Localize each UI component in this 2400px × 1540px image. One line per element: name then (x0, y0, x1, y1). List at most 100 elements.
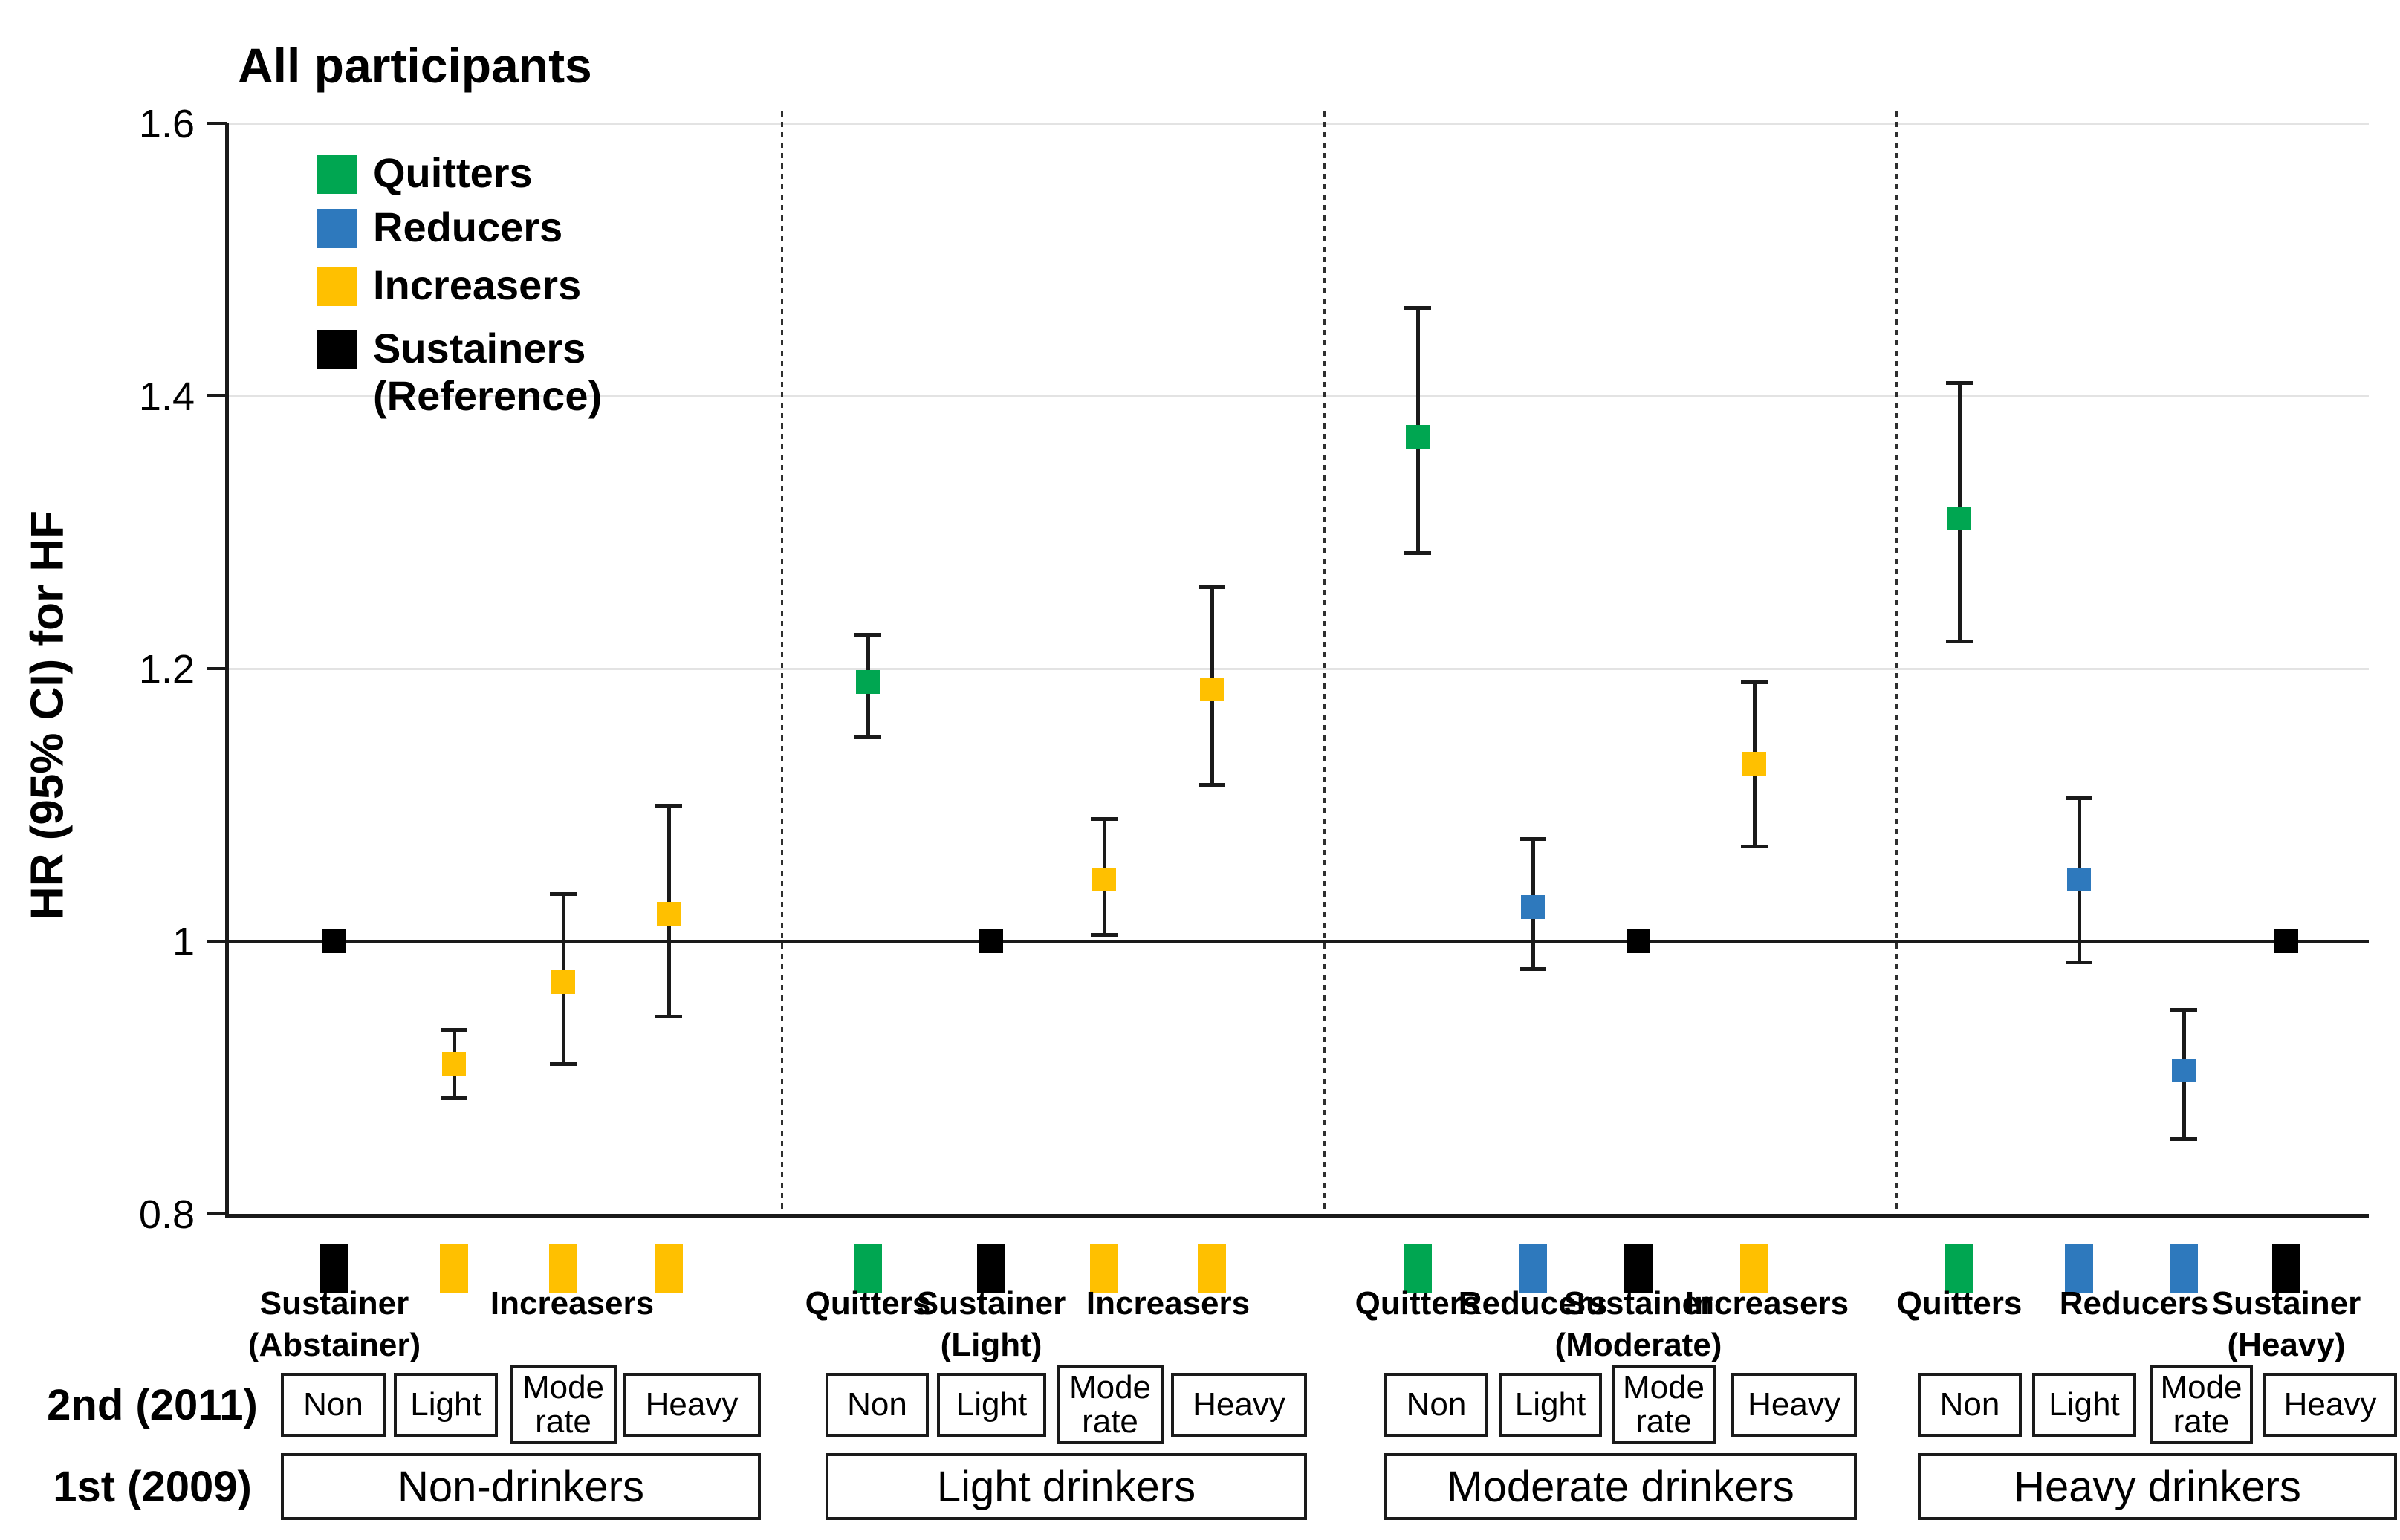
y-tick-label: 0.8 (138, 1192, 195, 1237)
category-label: Sustainer (259, 1285, 409, 1322)
axis-marker-increasers (655, 1244, 683, 1293)
error-bar-cap-top (1741, 680, 1768, 685)
axis-marker-quitters (1404, 1244, 1432, 1293)
baseline-group-box-2009: Heavy drinkers (1918, 1453, 2397, 1520)
category-label: (Moderate) (1554, 1327, 1722, 1363)
gridline (225, 395, 2369, 397)
gridline (225, 668, 2369, 670)
error-bar-cap-top (1091, 816, 1118, 821)
y-tick-label: 1 (172, 920, 195, 964)
error-bar-cap-top (1199, 585, 1225, 589)
data-point-quitters (856, 670, 880, 695)
baseline-group-label: Light drinkers (936, 1462, 1196, 1511)
error-bar-cap-bottom (1520, 966, 1546, 971)
data-point-increasers (1742, 752, 1766, 776)
box-label: Mode rate (1068, 1368, 1152, 1440)
box-label: Non (303, 1385, 363, 1423)
box-label: Mode rate (2160, 1368, 2242, 1440)
drinking-level-box-2011: Heavy (1171, 1373, 1307, 1437)
category-label: Increasers (1684, 1285, 1849, 1322)
box-label: Heavy (2283, 1385, 2377, 1423)
y-tick (207, 1212, 227, 1215)
category-label: Sustainer (916, 1285, 1066, 1322)
drinking-level-box-2011: Light (1499, 1373, 1602, 1437)
data-point-sustainers (979, 929, 1003, 953)
baseline-group-label: Non-drinkers (398, 1462, 644, 1511)
box-label: Non (1406, 1385, 1467, 1423)
error-bar-cap-bottom (655, 1014, 682, 1018)
baseline-group-label: Moderate drinkers (1447, 1462, 1794, 1511)
baseline-group-box-2009: Light drinkers (826, 1453, 1307, 1520)
axis-marker-reducers (1519, 1244, 1547, 1293)
error-bar-cap-top (550, 891, 577, 896)
row-label-2011: 2nd (2011) (47, 1381, 258, 1429)
y-tick (207, 394, 227, 397)
y-tick (207, 940, 227, 943)
box-label: Light (1514, 1385, 1586, 1423)
drinking-level-box-2011: Non (826, 1373, 929, 1437)
axis-marker-sustainers (1624, 1244, 1653, 1293)
category-label: Quitters (1355, 1285, 1481, 1322)
category-label: Sustainer (2211, 1285, 2361, 1322)
data-point-quitters (1406, 425, 1430, 449)
axis-marker-quitters (854, 1244, 882, 1293)
y-axis-line (225, 123, 229, 1217)
error-bar-cap-top (1520, 837, 1546, 842)
drinking-level-box-2011: Heavy (623, 1373, 761, 1437)
row-label-2009: 1st (2009) (53, 1463, 252, 1511)
box-label: Light (410, 1385, 481, 1423)
legend-swatch-quitters (317, 155, 357, 194)
box-label: Light (956, 1385, 1028, 1423)
error-bar-cap-bottom (550, 1062, 577, 1067)
axis-marker-increasers (549, 1244, 577, 1293)
x-axis-line (225, 1214, 2369, 1218)
drinking-level-box-2011: Heavy (2263, 1373, 2397, 1437)
category-label: Increasers (490, 1285, 655, 1322)
legend-swatch-reducers (317, 209, 357, 248)
data-point-increasers (442, 1052, 466, 1076)
category-label: (Heavy) (2227, 1327, 2346, 1363)
category-label: Quitters (805, 1285, 931, 1322)
data-point-increasers (551, 970, 575, 995)
panel-divider (781, 111, 783, 1214)
category-label: (Light) (940, 1327, 1042, 1363)
panel-divider (1895, 111, 1898, 1214)
category-label: Reducers (2059, 1285, 2209, 1322)
y-tick-label: 1.2 (138, 647, 195, 692)
error-bar-cap-top (441, 1028, 467, 1033)
axis-marker-sustainers (977, 1244, 1005, 1293)
drinking-level-box-2011: Mode rate (2150, 1365, 2253, 1444)
box-label: Heavy (1193, 1385, 1285, 1423)
box-label: Mode rate (1622, 1368, 1705, 1440)
error-bar-cap-top (1946, 380, 1973, 385)
chart-title: All participants (238, 38, 592, 93)
drinking-level-box-2011: Non (1384, 1373, 1488, 1437)
y-tick (207, 667, 227, 670)
error-bar-cap-bottom (1946, 640, 1973, 644)
error-bar-cap-top (854, 633, 881, 637)
drinking-level-box-2011: Heavy (1731, 1373, 1857, 1437)
error-bar-cap-top (2170, 1007, 2197, 1012)
baseline-group-box-2009: Non-drinkers (281, 1453, 761, 1520)
data-point-reducers (2172, 1059, 2196, 1083)
axis-marker-sustainers (320, 1244, 348, 1293)
error-bar-cap-bottom (1741, 844, 1768, 848)
error-bar-cap-bottom (1091, 932, 1118, 937)
box-label: Non (847, 1385, 907, 1423)
drinking-level-box-2011: Light (394, 1373, 498, 1437)
reference-line (225, 940, 2369, 943)
drinking-level-box-2011: Mode rate (1612, 1365, 1716, 1444)
category-label: Reducers (1458, 1285, 1608, 1322)
error-bar-cap-top (2066, 796, 2092, 801)
gridline (225, 123, 2369, 125)
drinking-level-box-2011: Non (1918, 1373, 2022, 1437)
axis-marker-reducers (2170, 1244, 2198, 1293)
legend-sublabel: (Reference) (373, 372, 603, 419)
category-label: Quitters (1896, 1285, 2023, 1322)
baseline-group-label: Heavy drinkers (2014, 1462, 2301, 1511)
box-label: Heavy (1748, 1385, 1840, 1423)
axis-marker-sustainers (2272, 1244, 2300, 1293)
error-bar-cap-bottom (1404, 551, 1431, 556)
error-bar-cap-bottom (2170, 1137, 2197, 1142)
